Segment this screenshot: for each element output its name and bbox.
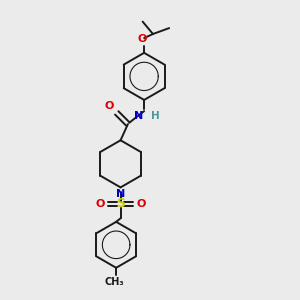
Text: CH₃: CH₃ bbox=[105, 278, 124, 287]
Text: O: O bbox=[96, 199, 105, 208]
Text: N: N bbox=[116, 189, 125, 199]
Text: O: O bbox=[138, 34, 147, 44]
Text: S: S bbox=[116, 197, 125, 210]
Text: N: N bbox=[134, 111, 143, 121]
Text: O: O bbox=[136, 199, 146, 208]
Text: O: O bbox=[104, 100, 114, 110]
Text: H: H bbox=[151, 110, 159, 121]
